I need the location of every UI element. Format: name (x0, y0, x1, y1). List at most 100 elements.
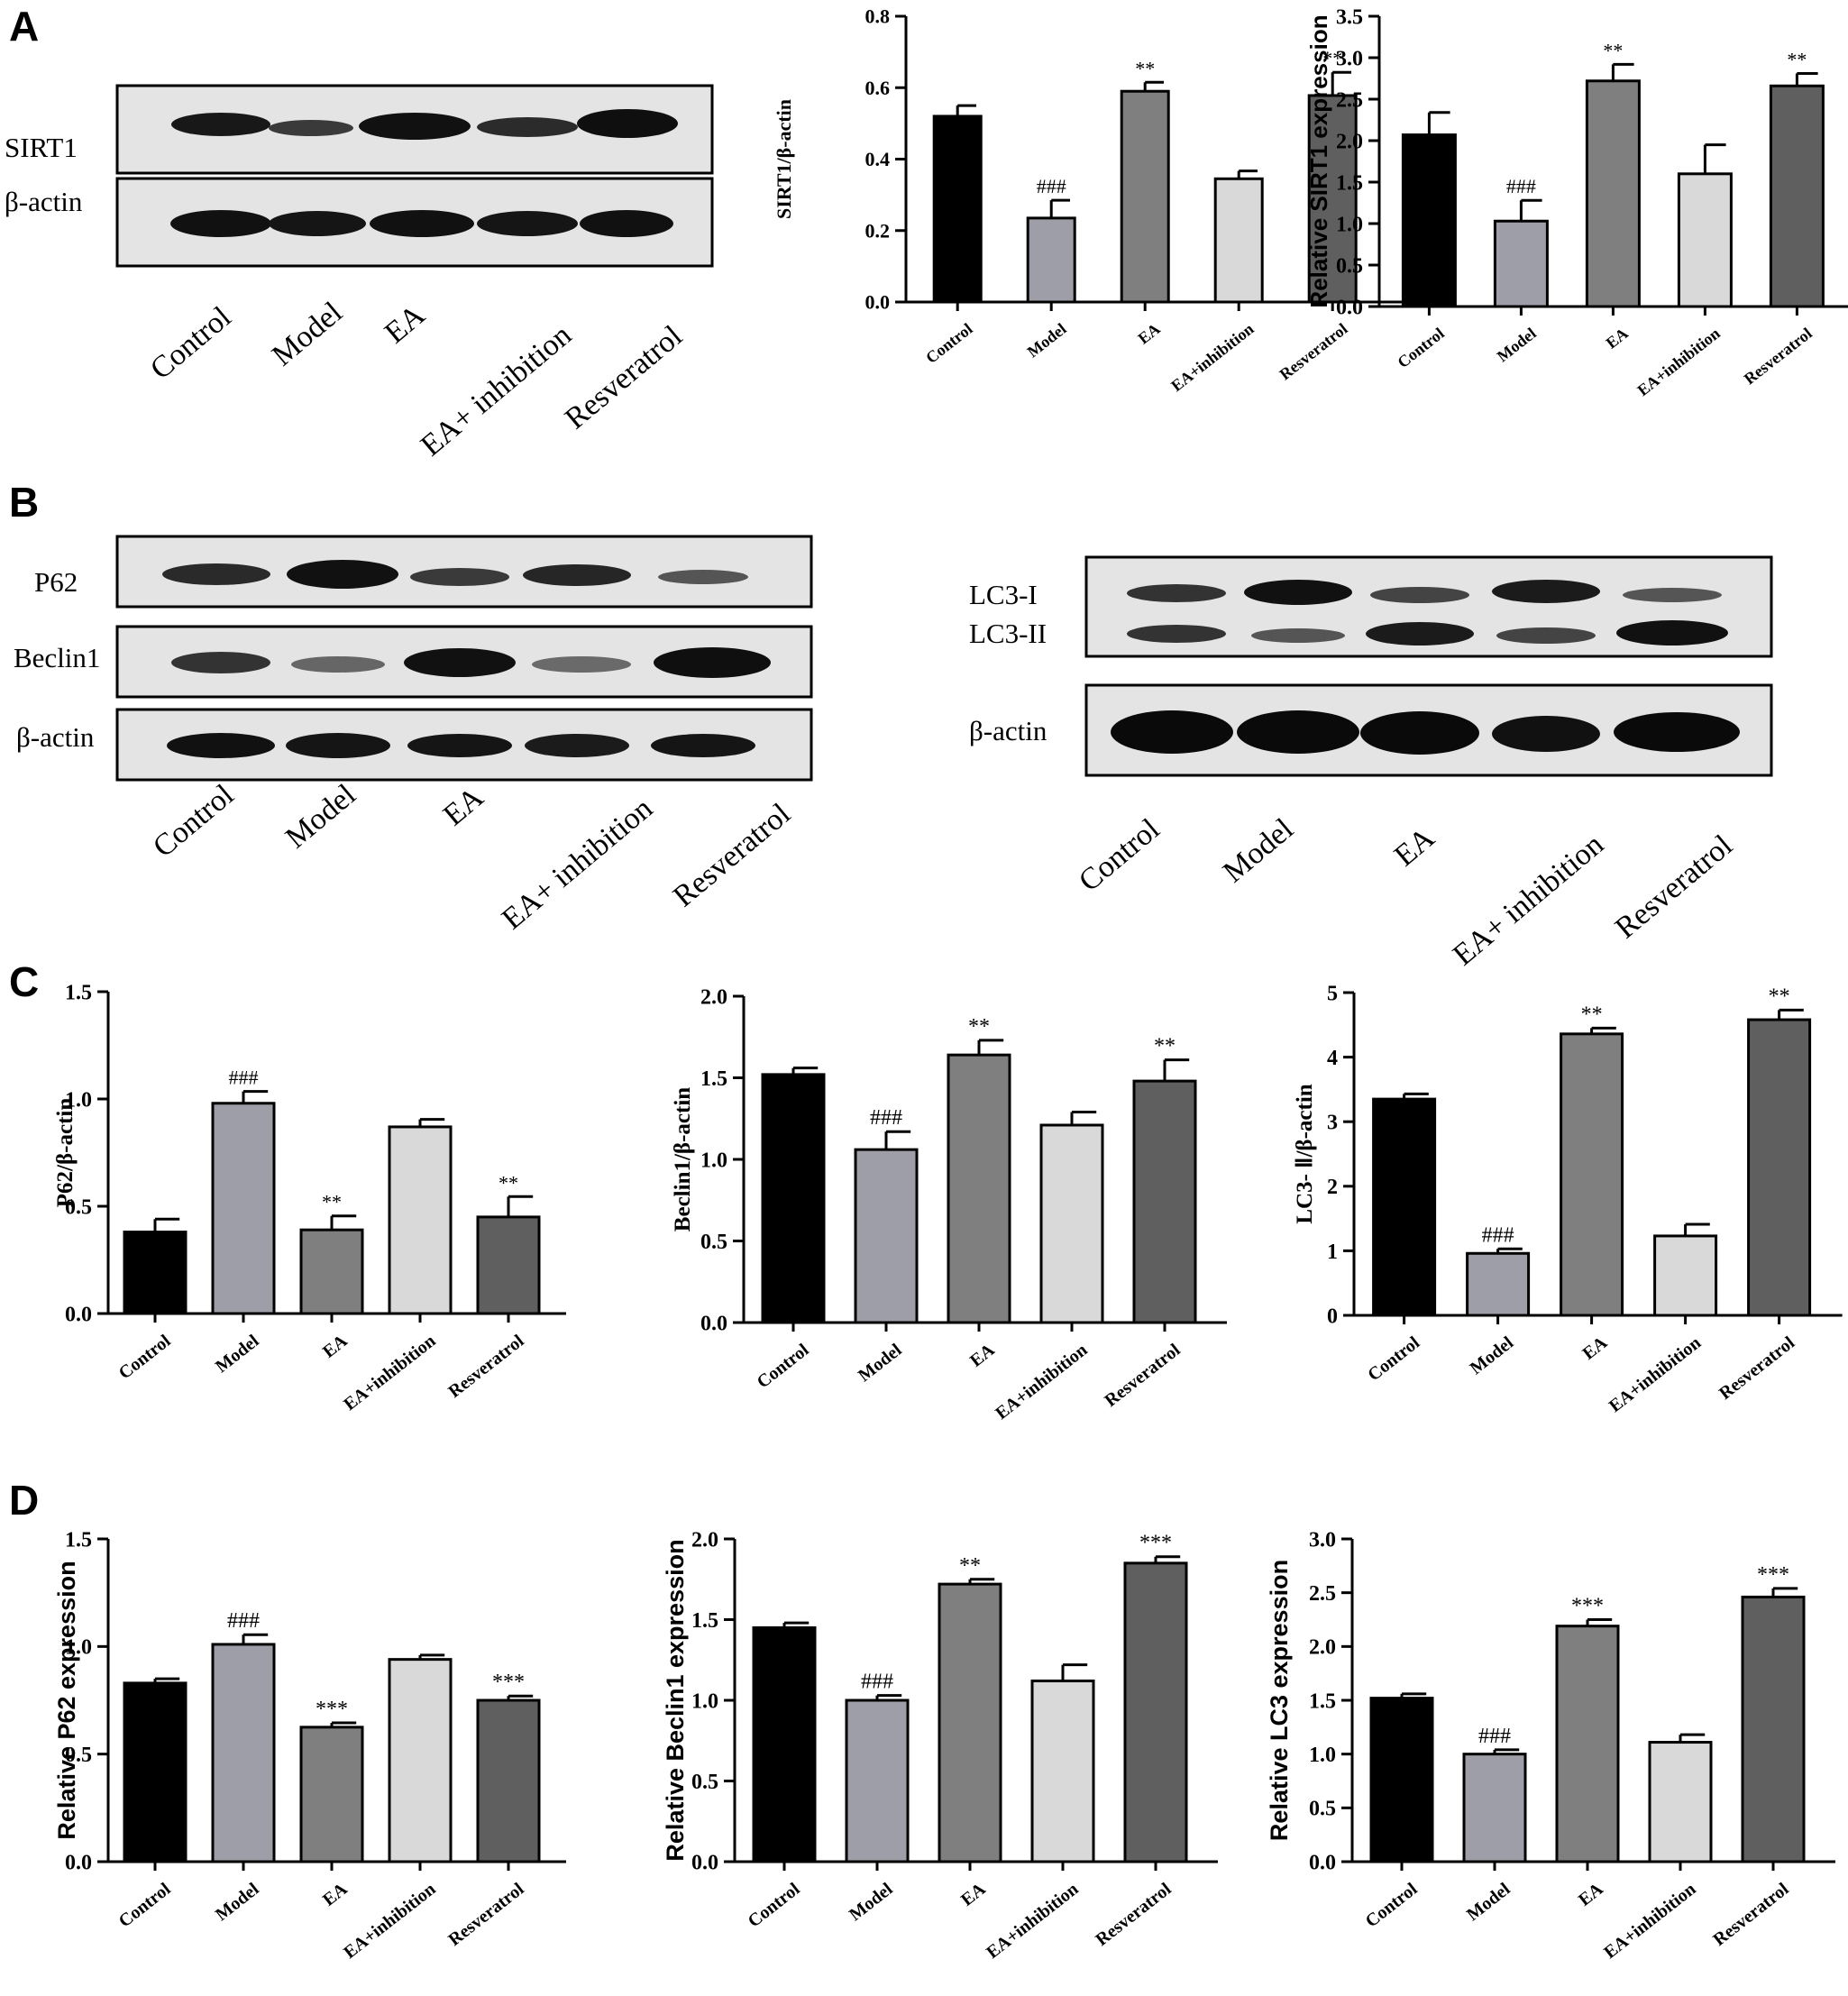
blot-label-beclin1: Beclin1 (14, 642, 101, 673)
y-tick-label: 1.5 (65, 1528, 92, 1552)
x-tick-label: EA+inhibition (1606, 1332, 1705, 1416)
y-axis-label: SIRT1/β-actin (773, 99, 795, 219)
y-tick-label: 2.0 (1309, 1636, 1336, 1660)
y-tick-label: 3.0 (1309, 1528, 1336, 1552)
bar-ea (947, 1053, 1011, 1324)
x-tick-label: EA (1575, 1879, 1607, 1910)
blot-band (287, 560, 398, 589)
bar-control (123, 1681, 188, 1863)
y-tick-label: 0.5 (65, 1195, 92, 1219)
y-axis-label: Relative SIRT1 expression (1305, 14, 1332, 307)
x-tick-label: EA+inhibition (340, 1331, 439, 1415)
bar-control (1372, 1097, 1437, 1317)
y-tick-label: 0.8 (865, 5, 891, 28)
x-tick-label: Model (1467, 1332, 1518, 1378)
y-tick-label: 2.5 (1309, 1582, 1336, 1606)
bar-ea (299, 1228, 364, 1315)
blot-band (1616, 620, 1728, 645)
blot-band (1614, 712, 1740, 752)
significance-annotation: ** (968, 1015, 990, 1039)
significance-annotation: ** (1787, 48, 1807, 70)
y-tick-label: 2 (1327, 1176, 1338, 1199)
bar-ea (1555, 1625, 1620, 1863)
y-tick-label: 0.5 (1309, 1798, 1336, 1821)
panel-letter-a: A (9, 3, 40, 50)
blot-band (1111, 710, 1233, 754)
chart-relative-lc3: 0.0 0.5 1.0 1.5 2.0 2.5 3.0 Relative LC3 expres… (1266, 1528, 1835, 1963)
blot-band (1127, 584, 1226, 602)
x-tick-label: EA+inhibition (983, 1879, 1082, 1963)
x-tick-label: Resveratrol (444, 1331, 527, 1402)
x-tick-label: Model (1463, 1879, 1514, 1925)
blot-label-beta-actin: β-actin (5, 186, 83, 217)
blot-label-lc3-i: LC3-I (969, 579, 1038, 610)
bar-resveratrol (476, 1698, 541, 1863)
significance-annotation: ** (959, 1554, 981, 1578)
x-tick-label: Model (1494, 324, 1540, 365)
y-tick-label: 0.0 (1309, 1851, 1336, 1874)
x-tick-label: Resveratrol (1741, 324, 1816, 388)
bar-ea (1560, 1032, 1624, 1317)
blot-label-p62: P62 (34, 566, 78, 598)
y-tick-label: 0.0 (865, 291, 891, 314)
blot-band (523, 564, 631, 586)
y-tick-label: 3 (1327, 1112, 1338, 1135)
blot-band (1366, 622, 1474, 645)
bar-ea-inhibition (1213, 177, 1264, 304)
chart-sirt1-beta-actin: 0.00.20.40.60.8SIRT1/β-actinControl###Mo… (773, 5, 1404, 395)
blot-band (1237, 710, 1359, 754)
significance-annotation: ** (1322, 47, 1342, 69)
blot-band (370, 210, 474, 237)
y-tick-label: 1.0 (1309, 1744, 1336, 1767)
x-tick-label: Model (855, 1340, 906, 1386)
x-tick-label: EA (1603, 324, 1632, 352)
significance-annotation: *** (1571, 1595, 1604, 1618)
significance-annotation: ** (499, 1171, 518, 1194)
blot-band (410, 568, 509, 586)
x-tick-label: EA+inhibition (992, 1340, 1091, 1424)
panel-letter-d: D (9, 1477, 40, 1524)
bar-ea (1585, 79, 1641, 308)
bar-resveratrol (1747, 1018, 1812, 1317)
y-tick-label: 1.0 (691, 1689, 718, 1713)
blot-label-sirt1: SIRT1 (5, 132, 78, 163)
bar-resveratrol (1769, 84, 1825, 308)
significance-annotation: ** (1154, 1035, 1176, 1058)
y-tick-label: 1.0 (1336, 213, 1363, 236)
y-axis-label: Relative P62 expression (53, 1561, 80, 1839)
y-tick-label: 1.5 (1336, 171, 1363, 195)
y-tick-label: 0.5 (700, 1231, 727, 1254)
y-axis-label: Relative Beclin1 expression (662, 1539, 689, 1861)
blot-band (1360, 711, 1479, 755)
x-tick-label: EA (1579, 1332, 1612, 1364)
x-tick-label: Control (754, 1340, 813, 1392)
blot-band (532, 656, 631, 673)
blot-band (171, 113, 270, 136)
x-tick-label: Control (745, 1879, 804, 1931)
bar-resveratrol (1307, 94, 1358, 304)
y-tick-label: 0.0 (65, 1303, 92, 1326)
blot-band (580, 210, 673, 237)
blot-band (167, 733, 275, 758)
significance-annotation: ### (1506, 175, 1536, 197)
y-tick-label: 0.0 (691, 1851, 718, 1874)
y-tick-label: 3.0 (1336, 47, 1363, 70)
bar-ea-inhibition (1030, 1680, 1095, 1863)
blot-label-lc3-ii: LC3-II (969, 618, 1048, 649)
chart-relative-p62: 0.0 0.5 1.0 1.5 Relative P62 expression Contr… (53, 1528, 566, 1963)
blot-band (407, 734, 512, 757)
bar-resveratrol (1123, 1561, 1188, 1863)
significance-annotation: ### (861, 1671, 893, 1694)
bar-control (752, 1625, 817, 1863)
significance-annotation: ** (1603, 39, 1623, 61)
y-axis-label: P62/β-actin (53, 1098, 78, 1208)
blot-band (651, 734, 755, 757)
blot-band (1623, 588, 1722, 602)
y-tick-label: 1.0 (65, 1636, 92, 1660)
y-tick-label: 1.5 (65, 981, 92, 1004)
significance-annotation: ### (227, 1609, 260, 1633)
